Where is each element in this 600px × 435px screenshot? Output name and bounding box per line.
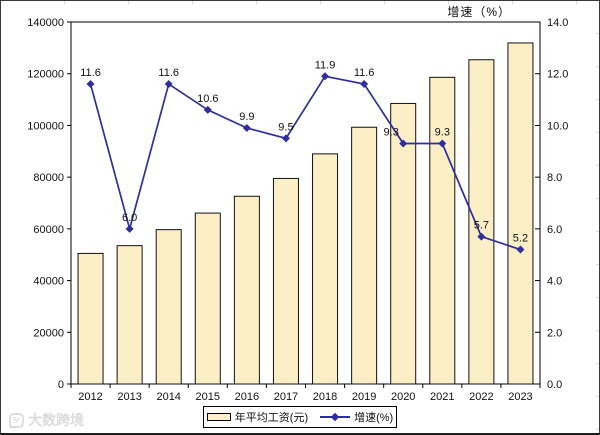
x-axis-label-2018: 2018 <box>313 391 337 403</box>
bar-2018 <box>312 153 339 385</box>
legend-line-swatch <box>320 412 351 422</box>
point-label-2012: 11.6 <box>80 67 101 79</box>
right-axis-tick-label: 12.0 <box>547 69 568 81</box>
line-point-2016 <box>242 124 251 133</box>
point-label-2023: 5.2 <box>513 233 528 245</box>
point-label-2014: 11.6 <box>158 67 179 79</box>
bar-2013 <box>116 245 143 385</box>
left-axis-tick-label: 140000 <box>27 17 64 29</box>
bar-2022 <box>468 59 495 385</box>
right-axis-tick-label: 0.0 <box>547 379 562 391</box>
x-axis-label-2021: 2021 <box>430 391 454 403</box>
point-label-2019: 11.6 <box>354 67 375 79</box>
bar-2020 <box>390 102 417 385</box>
right-axis-tick-label: 2.0 <box>547 327 562 339</box>
watermark-logo-icon: 5² <box>9 412 24 428</box>
bar-2015 <box>194 212 221 385</box>
point-label-2013: 6.0 <box>122 212 137 224</box>
x-axis-label-2017: 2017 <box>274 391 298 403</box>
left-axis-tick-label: 80000 <box>33 172 64 184</box>
line-point-2021 <box>438 139 447 148</box>
bar-2014 <box>155 229 182 385</box>
line-point-2020 <box>399 139 408 148</box>
x-axis-label-2016: 2016 <box>235 391 259 403</box>
line-point-2015 <box>203 105 212 114</box>
line-point-2014 <box>164 80 173 89</box>
point-label-2016: 9.9 <box>239 111 254 123</box>
left-axis-tick-label: 120000 <box>27 69 64 81</box>
left-axis-tick-label: 60000 <box>33 224 64 236</box>
line-point-2018 <box>321 72 330 81</box>
legend-line-label: 增速(%) <box>354 412 394 424</box>
right-axis-tick-label: 4.0 <box>547 276 562 288</box>
point-label-2015: 10.6 <box>197 93 218 105</box>
x-axis-label-2012: 2012 <box>78 391 102 403</box>
x-axis-label-2015: 2015 <box>196 391 220 403</box>
legend-bar-swatch <box>206 413 231 421</box>
point-label-2022: 5.7 <box>474 220 489 232</box>
legend-item-growth: 增速(%) <box>320 409 393 425</box>
point-label-2018: 11.9 <box>315 59 336 71</box>
diamond-marker-icon <box>330 412 340 422</box>
growth-line <box>89 75 521 251</box>
line-point-2022 <box>477 232 486 241</box>
x-axis-label-2022: 2022 <box>469 391 493 403</box>
bar-2019 <box>351 126 378 385</box>
left-axis-tick-label: 0 <box>58 379 64 391</box>
legend-item-wage: 年平均工资(元) <box>206 409 309 425</box>
right-axis-tick-label: 6.0 <box>547 224 562 236</box>
bar-2016 <box>233 195 260 385</box>
x-axis-label-2019: 2019 <box>352 391 376 403</box>
point-label-2020: 9.3 <box>384 127 399 139</box>
line-point-2019 <box>360 80 369 89</box>
x-axis-label-2014: 2014 <box>156 391 180 403</box>
left-axis-tick-label: 20000 <box>33 327 64 339</box>
plot-border <box>70 21 541 385</box>
right-axis-tick-label: 10.0 <box>547 120 568 132</box>
point-label-2021: 9.3 <box>435 127 450 139</box>
point-label-2017: 9.5 <box>278 121 293 133</box>
left-axis-tick-label: 40000 <box>33 276 64 288</box>
legend-bar-label: 年平均工资(元) <box>234 412 309 424</box>
right-axis-tick-label: 8.0 <box>547 172 562 184</box>
x-axis-label-2023: 2023 <box>508 391 532 403</box>
line-point-2017 <box>281 134 290 143</box>
line-point-2013 <box>125 224 134 233</box>
left-axis-tick-label: 100000 <box>27 120 64 132</box>
right-axis-title: 增速（%） <box>447 5 511 19</box>
bar-2021 <box>429 76 456 385</box>
watermark: 5² 大数跨境 <box>9 410 84 430</box>
x-axis-label-2013: 2013 <box>117 391 141 403</box>
bar-2023 <box>507 42 534 385</box>
bar-2012 <box>77 252 104 385</box>
bar-2017 <box>272 177 299 385</box>
watermark-text: 大数跨境 <box>28 412 84 428</box>
right-axis-tick-label: 14.0 <box>547 17 568 29</box>
x-axis-label-2020: 2020 <box>391 391 415 403</box>
legend: 年平均工资(元) 增速(%) <box>203 406 397 428</box>
line-point-2023 <box>516 245 525 254</box>
line-point-2012 <box>86 80 95 89</box>
